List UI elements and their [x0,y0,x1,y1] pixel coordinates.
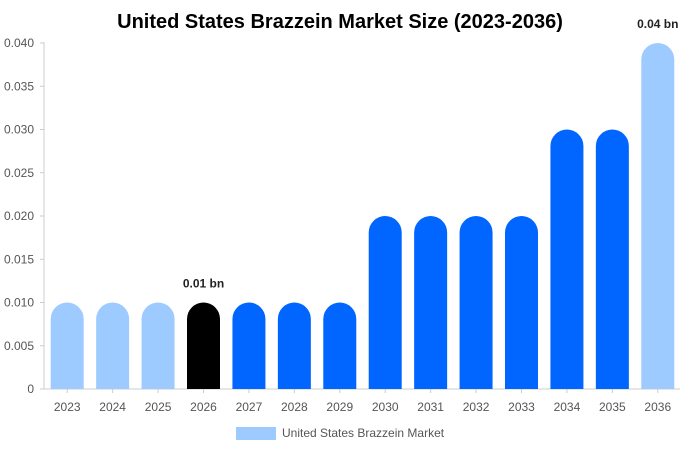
bar-2030 [368,216,402,389]
x-tick-label: 2036 [644,400,671,414]
x-tick-label: 2025 [145,400,172,414]
x-axis-ticks: 2023 2024 2025 2026 2027 2028 2029 2030 2031 2032… [54,389,671,414]
x-tick-label: 2027 [236,400,263,414]
legend: United States Brazzein Market [236,426,445,440]
x-tick-label: 2035 [599,400,626,414]
data-labels: 0.01 bn 0.04 bn [183,17,679,291]
x-tick-label: 2031 [417,400,444,414]
y-tick-label: 0.035 [4,79,34,93]
y-axis-ticks: 0 0.005 0.010 0.015 0.020 0.025 0.030 0.035 0.04… [4,36,44,396]
legend-label: United States Brazzein Market [282,426,445,440]
bars [50,43,675,390]
data-label-2026: 0.01 bn [183,277,224,291]
chart-title: United States Brazzein Market Size (2023… [117,11,563,33]
bar-2029 [323,302,357,389]
bar-2031 [414,216,448,389]
x-tick-label: 2034 [554,400,581,414]
bar-2023 [50,302,84,389]
y-tick-label: 0.005 [4,339,34,353]
y-tick-label: 0.015 [4,252,34,266]
y-tick-label: 0 [27,382,34,396]
data-label-2036: 0.04 bn [637,17,678,31]
bar-2024 [96,302,130,389]
x-tick-label: 2030 [372,400,399,414]
bar-2033 [505,216,538,389]
x-tick-label: 2033 [508,400,535,414]
bar-2034 [550,129,584,389]
y-tick-label: 0.030 [4,123,34,137]
bar-2026 [187,302,220,389]
bar-2025 [141,302,175,389]
y-tick-label: 0.040 [4,36,34,50]
bar-2036 [641,43,675,390]
x-tick-label: 2028 [281,400,308,414]
x-tick-label: 2032 [463,400,490,414]
y-tick-label: 0.020 [4,209,34,223]
y-tick-label: 0.010 [4,296,34,310]
x-tick-label: 2023 [54,400,81,414]
x-tick-label: 2026 [190,400,217,414]
legend-swatch [236,427,276,440]
bar-2032 [459,216,493,389]
y-tick-label: 0.025 [4,166,34,180]
bar-2028 [277,302,311,389]
bar-2027 [232,302,266,389]
x-tick-label: 2029 [326,400,353,414]
bar-2035 [595,129,629,389]
x-tick-label: 2024 [99,400,126,414]
